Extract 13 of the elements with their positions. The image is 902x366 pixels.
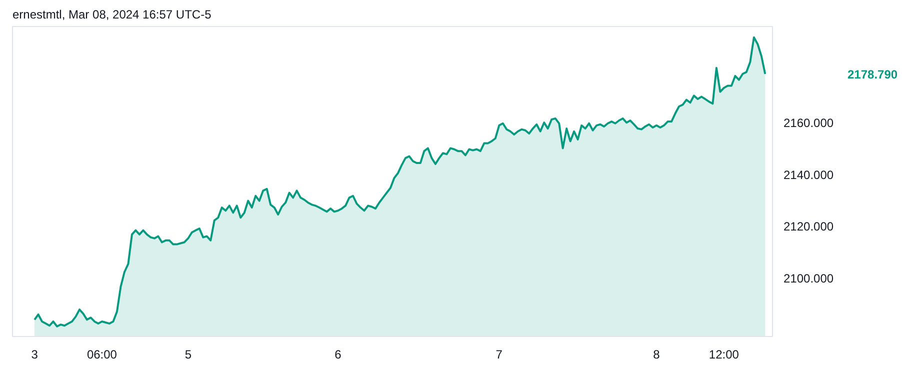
y-tick-label: 2140.000 [784,168,834,182]
x-tick-label: 3 [31,348,38,362]
y-tick-label: 2160.000 [784,116,834,130]
x-tick-label: 06:00 [86,348,118,362]
x-tick-label: 12:00 [708,348,740,362]
chart-title: ernestmtl, Mar 08, 2024 16:57 UTC-5 [12,8,212,22]
text: 2178.790 [848,67,898,82]
x-tick-label: 8 [653,348,660,362]
y-tick-label: 2100.000 [784,271,834,286]
x-tick-label: 5 [184,348,192,362]
y-tick-label: 2120.000 [784,220,834,234]
x-tick-label: 6 [334,348,342,362]
x-tick-label: 7 [496,348,503,362]
